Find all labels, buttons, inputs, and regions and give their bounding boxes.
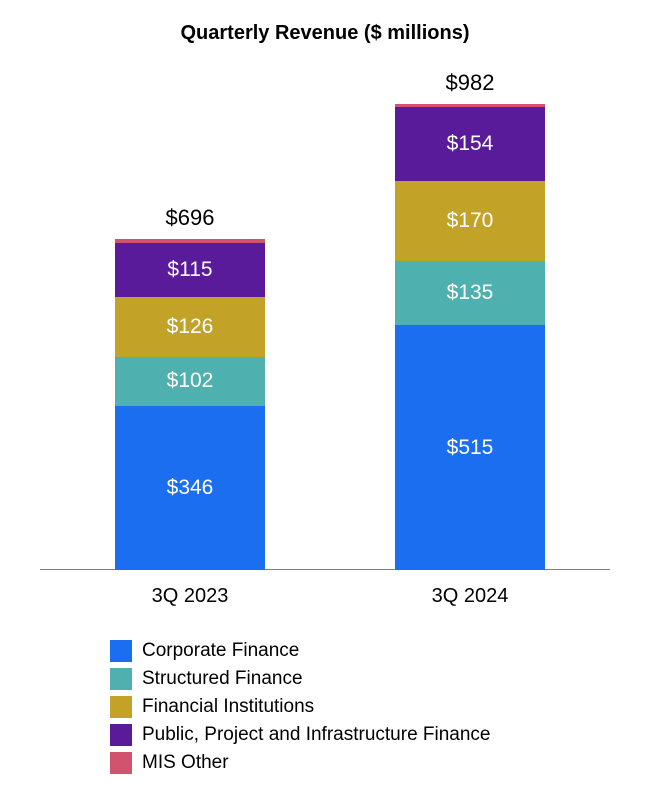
legend-label: Structured Finance (142, 668, 303, 690)
legend-swatch (110, 668, 132, 690)
bar-total-label: $696 (115, 205, 265, 231)
segment-ppif: $115 (115, 243, 265, 298)
plot-area: $696 $346 $102 $126 $115 $982 $515 $135 … (40, 60, 610, 570)
bar-total-label: $982 (395, 70, 545, 96)
segment-structured-finance: $135 (395, 261, 545, 325)
segment-financial-institutions: $170 (395, 181, 545, 262)
x-axis-label: 3Q 2023 (115, 585, 265, 608)
legend: Corporate Finance Structured Finance Fin… (110, 640, 610, 780)
segment-mis-other (395, 104, 545, 108)
segment-structured-finance: $102 (115, 357, 265, 405)
x-axis-label: 3Q 2024 (395, 585, 545, 608)
chart-title: Quarterly Revenue ($ millions) (0, 22, 650, 45)
legend-item-ppif: Public, Project and Infrastructure Finan… (110, 724, 610, 746)
x-axis-labels: 3Q 2023 3Q 2024 (40, 585, 610, 625)
legend-label: Corporate Finance (142, 640, 299, 662)
segment-ppif: $154 (395, 107, 545, 180)
chart-container: Quarterly Revenue ($ millions) $696 $346… (0, 0, 650, 800)
legend-swatch (110, 724, 132, 746)
segment-financial-institutions: $126 (115, 297, 265, 357)
legend-item-mis-other: MIS Other (110, 752, 610, 774)
segment-corporate-finance: $346 (115, 406, 265, 570)
legend-item-corporate-finance: Corporate Finance (110, 640, 610, 662)
legend-swatch (110, 696, 132, 718)
legend-swatch (110, 752, 132, 774)
legend-item-structured-finance: Structured Finance (110, 668, 610, 690)
legend-swatch (110, 640, 132, 662)
legend-label: Public, Project and Infrastructure Finan… (142, 724, 491, 746)
legend-label: Financial Institutions (142, 696, 314, 718)
legend-label: MIS Other (142, 752, 229, 774)
segment-mis-other (115, 239, 265, 242)
segment-corporate-finance: $515 (395, 325, 545, 570)
legend-item-financial-institutions: Financial Institutions (110, 696, 610, 718)
